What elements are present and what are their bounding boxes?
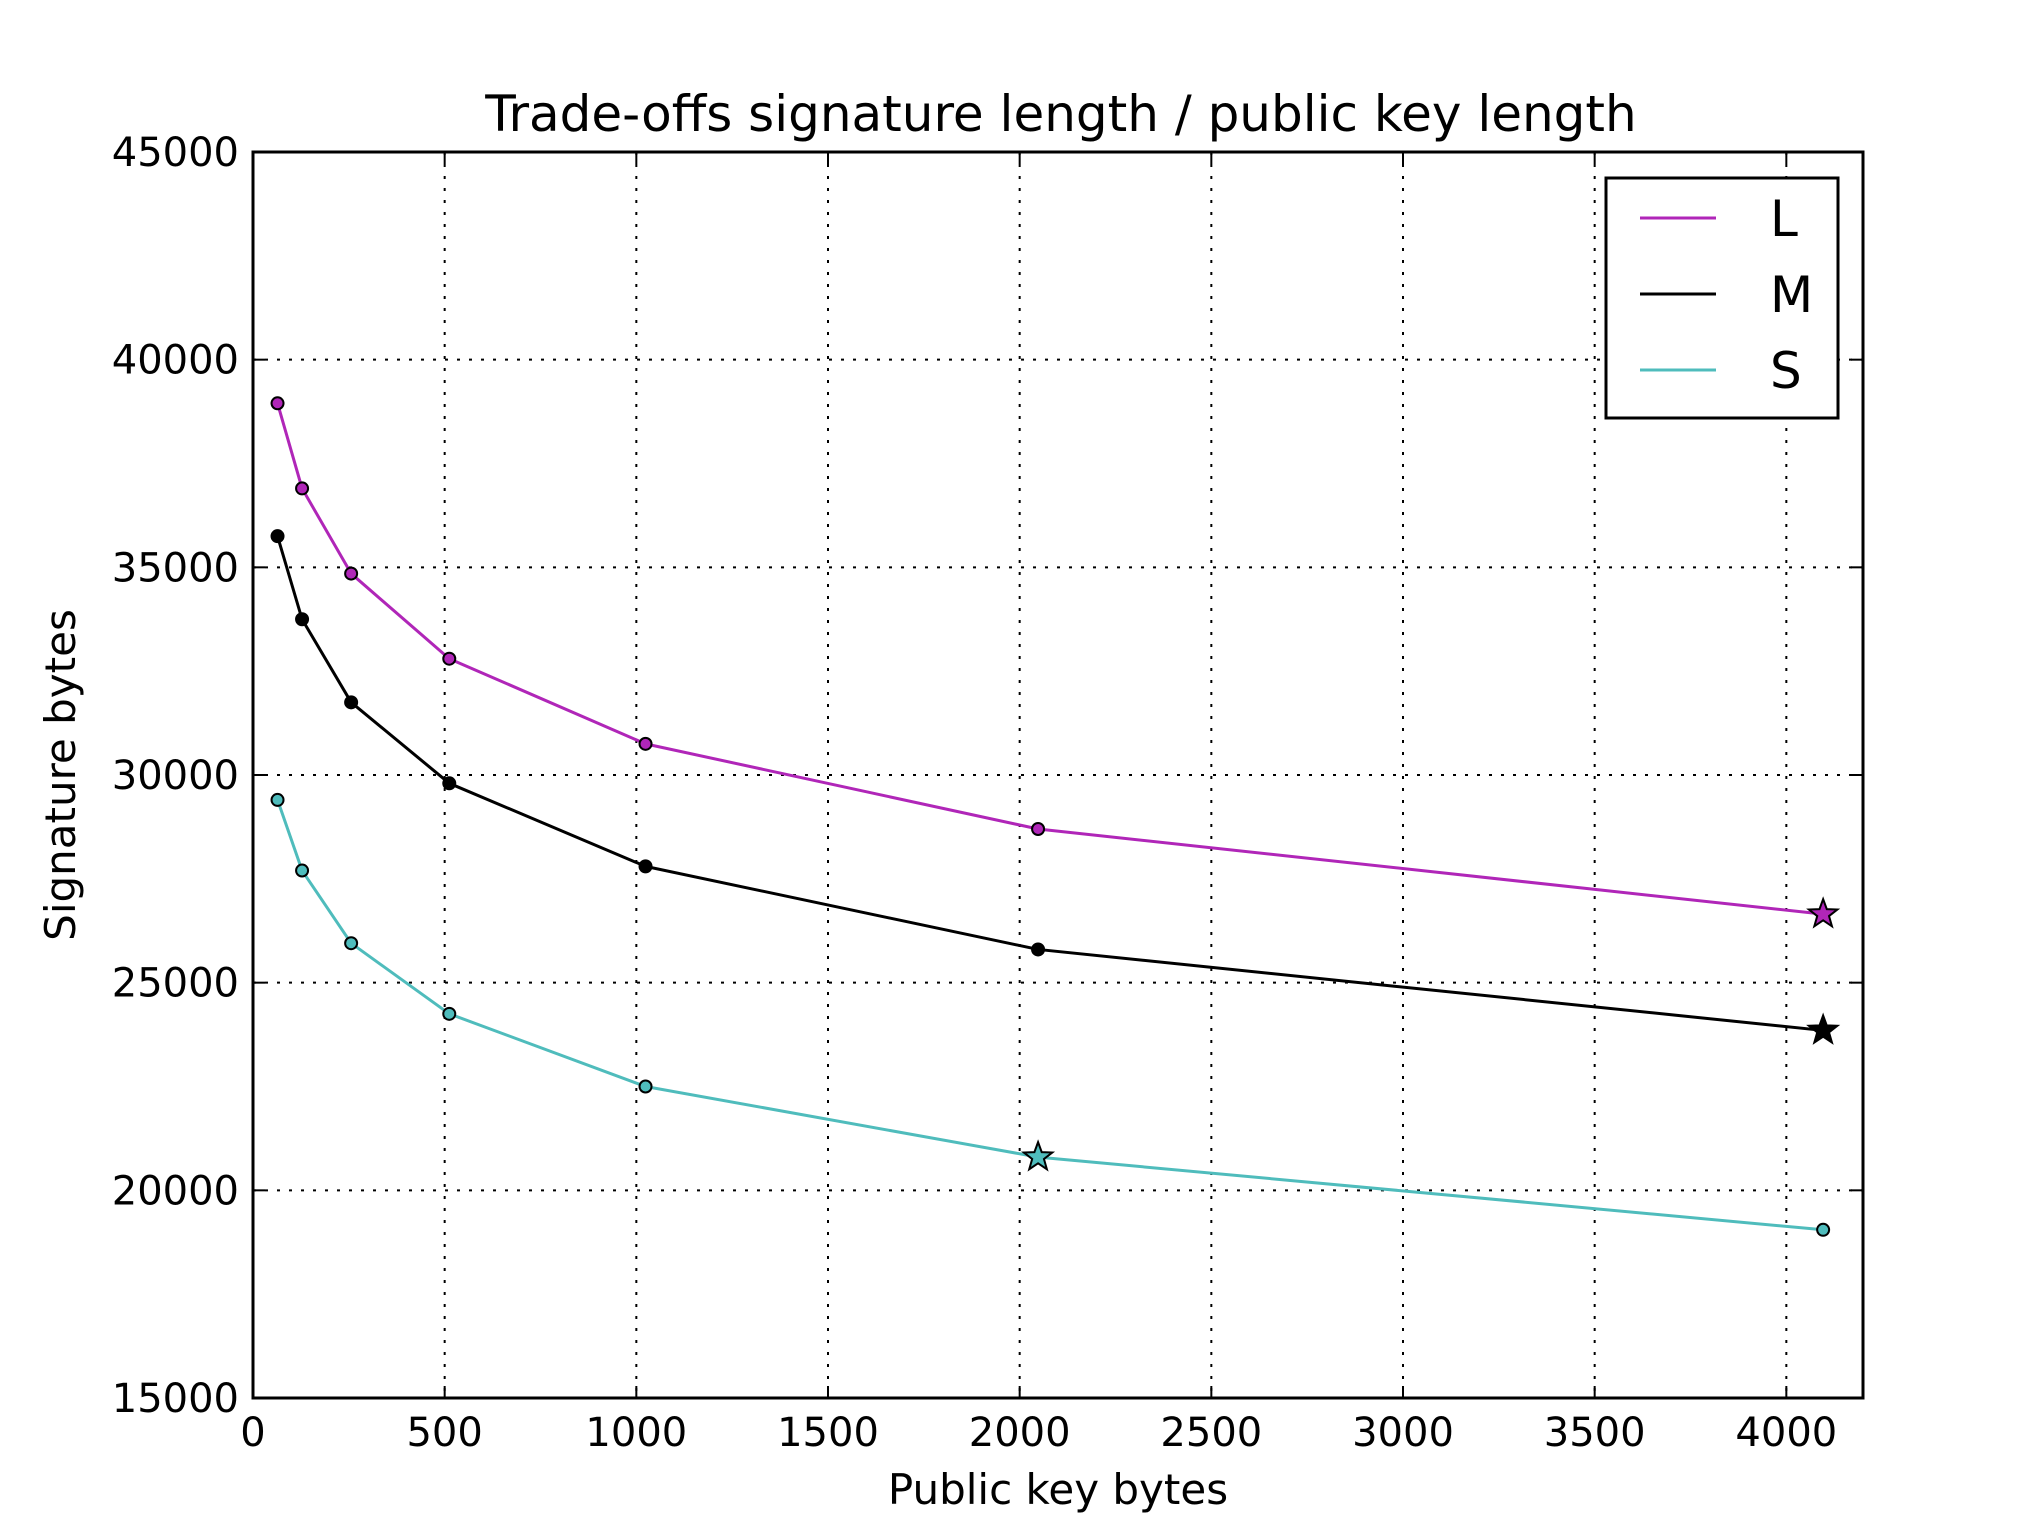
data-point-star [1806, 896, 1841, 929]
y-axis-label: Signature bytes [36, 609, 85, 941]
series-layer [270, 396, 1841, 1237]
data-point [295, 481, 310, 496]
x-tick-label: 2000 [969, 1410, 1071, 1456]
y-tick-label: 20000 [112, 1168, 239, 1214]
data-point [442, 776, 457, 791]
y-tick-label: 40000 [112, 338, 239, 384]
data-point [270, 792, 285, 807]
data-point [442, 651, 457, 666]
x-tick-label: 0 [240, 1410, 265, 1456]
series-L [270, 396, 1841, 929]
x-tick-label: 3500 [1544, 1410, 1646, 1456]
data-point [638, 736, 653, 751]
series-line [276, 799, 1824, 1232]
data-point [344, 936, 359, 951]
data-point [1816, 1222, 1831, 1237]
data-point [1031, 942, 1046, 957]
legend-label: L [1770, 190, 1798, 248]
series-line [276, 535, 1824, 1032]
grid [253, 152, 1863, 1398]
legend-entry-S: S [1640, 342, 1802, 400]
data-point [638, 1079, 653, 1094]
chart-title: Trade-offs signature length / public key… [484, 85, 1636, 143]
series-S [270, 792, 1831, 1237]
x-tick-label: 1000 [585, 1410, 687, 1456]
legend-entry-L: L [1640, 190, 1798, 248]
legend-entry-M: M [1640, 266, 1813, 324]
data-point [270, 529, 285, 544]
legend-label: S [1770, 342, 1802, 400]
x-tick-label: 500 [406, 1410, 482, 1456]
data-point [638, 859, 653, 874]
x-tick-label: 3000 [1352, 1410, 1454, 1456]
y-tick-label: 25000 [112, 961, 239, 1007]
series-M [270, 529, 1841, 1045]
y-tick-label: 45000 [112, 130, 239, 176]
data-point [270, 396, 285, 411]
legend-label: M [1770, 266, 1813, 324]
y-tick-label: 35000 [112, 545, 239, 591]
data-point [295, 863, 310, 878]
data-point [344, 566, 359, 581]
x-tick-label: 4000 [1735, 1410, 1837, 1456]
axis-ticks: 0 500 1000 1500 2000 2500 3000 3500 4000 15000 200… [112, 130, 1863, 1456]
data-point [1031, 821, 1046, 836]
data-point [295, 612, 310, 627]
series-line [276, 402, 1824, 916]
data-point-star [1021, 1139, 1056, 1172]
x-tick-label: 2500 [1160, 1410, 1262, 1456]
y-tick-label: 15000 [112, 1376, 239, 1422]
x-tick-label: 1500 [777, 1410, 879, 1456]
y-tick-label: 30000 [112, 753, 239, 799]
x-axis-label: Public key bytes [888, 1465, 1228, 1514]
legend: LMS [1604, 176, 1840, 420]
data-point [344, 695, 359, 710]
data-point-star [1806, 1012, 1841, 1045]
data-point [442, 1006, 457, 1021]
